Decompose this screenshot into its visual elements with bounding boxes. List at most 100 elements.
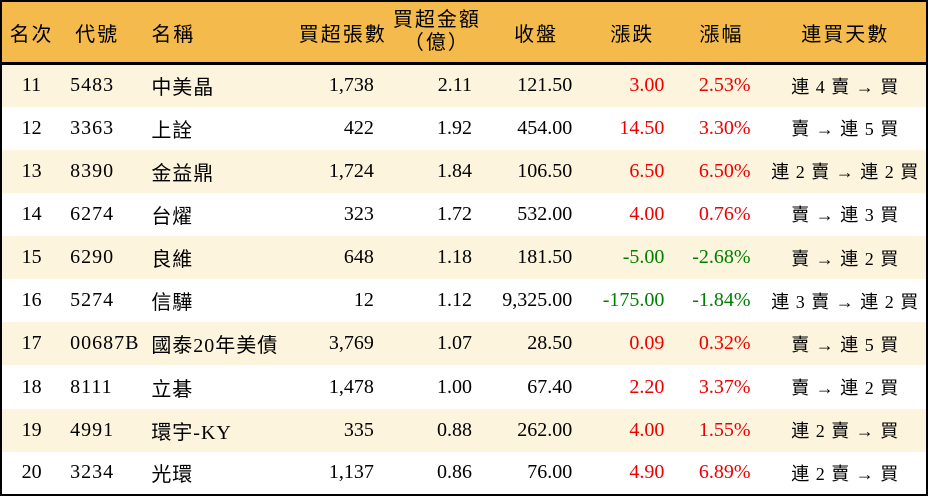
cell-name: 上詮 <box>151 119 194 142</box>
table-row: 17 00687B 國泰20年美債 3,769 1.07 28.50 0.09 … <box>1 322 927 366</box>
table-row: 15 6290 良維 648 1.18 181.50 -5.00 -2.68% … <box>1 236 927 280</box>
cell-amount: 1.12 <box>437 289 473 312</box>
cell-volume: 1,724 <box>328 159 374 182</box>
cell-change: 3.00 <box>629 74 665 97</box>
cell-code: 3234 <box>70 461 115 484</box>
cell-change: 6.50 <box>629 159 665 182</box>
cell-code: 8390 <box>70 159 115 182</box>
cell-volume: 422 <box>343 116 374 139</box>
cell-volume: 323 <box>343 202 374 225</box>
table-header: 名次 代號 名稱 買超張數 買超金額 （億） 收盤 漲跌 漲幅 連買天數 <box>1 1 927 65</box>
cell-rank: 20 <box>21 461 42 484</box>
header-code: 代號 <box>61 1 150 65</box>
cell-amount: 1.72 <box>437 202 473 225</box>
cell-name: 金益鼎 <box>151 162 215 185</box>
header-name: 名稱 <box>149 1 298 65</box>
cell-volume: 12 <box>353 289 374 312</box>
cell-change: 0.09 <box>629 332 665 355</box>
header-amount-line2: （億） <box>403 32 470 54</box>
cell-close: 9,325.00 <box>502 289 573 312</box>
table-row: 19 4991 環宇-KY 335 0.88 262.00 4.00 1.55%… <box>1 408 927 452</box>
cell-change-pct: -2.68% <box>692 246 751 269</box>
header-change: 漲跌 <box>586 1 679 65</box>
cell-code: 00687B <box>70 332 140 355</box>
table-row: 16 5274 信驊 12 1.12 9,325.00 -175.00 -1.8… <box>1 279 927 323</box>
cell-volume: 1,478 <box>328 375 374 398</box>
table-body: 11 5483 中美晶 1,738 2.11 121.50 3.00 2.53%… <box>1 63 927 495</box>
cell-close: 106.50 <box>517 159 573 182</box>
table-row: 18 8111 立碁 1,478 1.00 67.40 2.20 3.37% 賣… <box>1 365 927 409</box>
cell-code: 6274 <box>70 202 115 225</box>
header-rank: 名次 <box>1 1 62 65</box>
cell-streak: 連 2 賣 → 連 2 買 <box>771 162 920 183</box>
cell-rank: 14 <box>21 202 42 225</box>
cell-change: 2.20 <box>629 375 665 398</box>
cell-name: 中美晶 <box>151 77 215 100</box>
cell-streak: 賣 → 連 2 買 <box>791 378 900 399</box>
cell-streak: 賣 → 連 3 買 <box>791 205 900 226</box>
cell-rank: 13 <box>21 159 42 182</box>
cell-amount: 1.84 <box>437 159 473 182</box>
cell-name: 良維 <box>151 249 194 272</box>
cell-rank: 12 <box>21 116 42 139</box>
table-row: 20 3234 光環 1,137 0.86 76.00 4.90 6.89% 連… <box>1 451 927 495</box>
cell-change-pct: 6.89% <box>698 461 751 484</box>
cell-volume: 335 <box>343 418 374 441</box>
cell-streak: 連 4 賣 → 買 <box>791 76 900 97</box>
table-row: 11 5483 中美晶 1,738 2.11 121.50 3.00 2.53%… <box>1 63 927 107</box>
cell-name: 國泰20年美債 <box>151 335 279 358</box>
cell-volume: 1,137 <box>328 461 374 484</box>
cell-amount: 1.18 <box>437 246 473 269</box>
cell-change-pct: 0.76% <box>698 202 751 225</box>
cell-streak: 連 2 賣 → 買 <box>791 463 900 484</box>
table-row: 13 8390 金益鼎 1,724 1.84 106.50 6.50 6.50%… <box>1 149 927 193</box>
cell-code: 5483 <box>70 74 115 97</box>
cell-streak: 賣 → 連 5 買 <box>791 334 900 355</box>
cell-close: 532.00 <box>517 202 573 225</box>
cell-streak: 連 2 賣 → 買 <box>791 421 900 442</box>
cell-name: 立碁 <box>151 378 194 401</box>
table-row: 14 6274 台燿 323 1.72 532.00 4.00 0.76% 賣 … <box>1 192 927 237</box>
table-row: 12 3363 上詮 422 1.92 454.00 14.50 3.30% 賣… <box>1 106 927 150</box>
cell-amount: 1.92 <box>437 116 473 139</box>
cell-code: 4991 <box>70 418 115 441</box>
cell-rank: 17 <box>21 332 42 355</box>
cell-close: 76.00 <box>527 461 573 484</box>
cell-close: 121.50 <box>517 74 573 97</box>
cell-rank: 11 <box>21 74 42 97</box>
header-change-pct: 漲幅 <box>678 1 765 65</box>
cell-rank: 18 <box>21 375 42 398</box>
cell-change: 4.00 <box>629 202 665 225</box>
header-amount: 買超金額 （億） <box>387 1 487 65</box>
cell-streak: 連 3 賣 → 連 2 買 <box>771 291 920 312</box>
header-row: 名次 代號 名稱 買超張數 買超金額 （億） 收盤 漲跌 漲幅 連買天數 <box>1 1 927 65</box>
cell-streak: 賣 → 連 2 買 <box>791 248 900 269</box>
cell-close: 181.50 <box>517 246 573 269</box>
cell-amount: 0.86 <box>437 461 473 484</box>
cell-change-pct: 1.55% <box>698 418 751 441</box>
cell-change-pct: 2.53% <box>698 74 751 97</box>
cell-code: 3363 <box>70 116 115 139</box>
cell-change: 4.90 <box>629 461 665 484</box>
cell-volume: 1,738 <box>328 74 374 97</box>
cell-amount: 2.11 <box>437 74 473 97</box>
header-volume: 買超張數 <box>297 1 388 65</box>
cell-change: -5.00 <box>622 246 665 269</box>
cell-change-pct: 6.50% <box>698 159 751 182</box>
cell-volume: 648 <box>343 246 374 269</box>
cell-code: 6290 <box>70 246 115 269</box>
cell-rank: 19 <box>21 418 42 441</box>
cell-name: 信驊 <box>151 292 194 315</box>
cell-name: 台燿 <box>151 205 194 228</box>
cell-code: 5274 <box>70 289 115 312</box>
cell-streak: 賣 → 連 5 買 <box>791 119 900 140</box>
cell-volume: 3,769 <box>328 332 374 355</box>
cell-name: 環宇-KY <box>151 421 232 444</box>
cell-change-pct: 3.37% <box>698 375 751 398</box>
header-close: 收盤 <box>486 1 587 65</box>
cell-change: 14.50 <box>619 116 665 139</box>
cell-close: 262.00 <box>517 418 573 441</box>
cell-amount: 1.00 <box>437 375 473 398</box>
cell-name: 光環 <box>151 464 194 487</box>
